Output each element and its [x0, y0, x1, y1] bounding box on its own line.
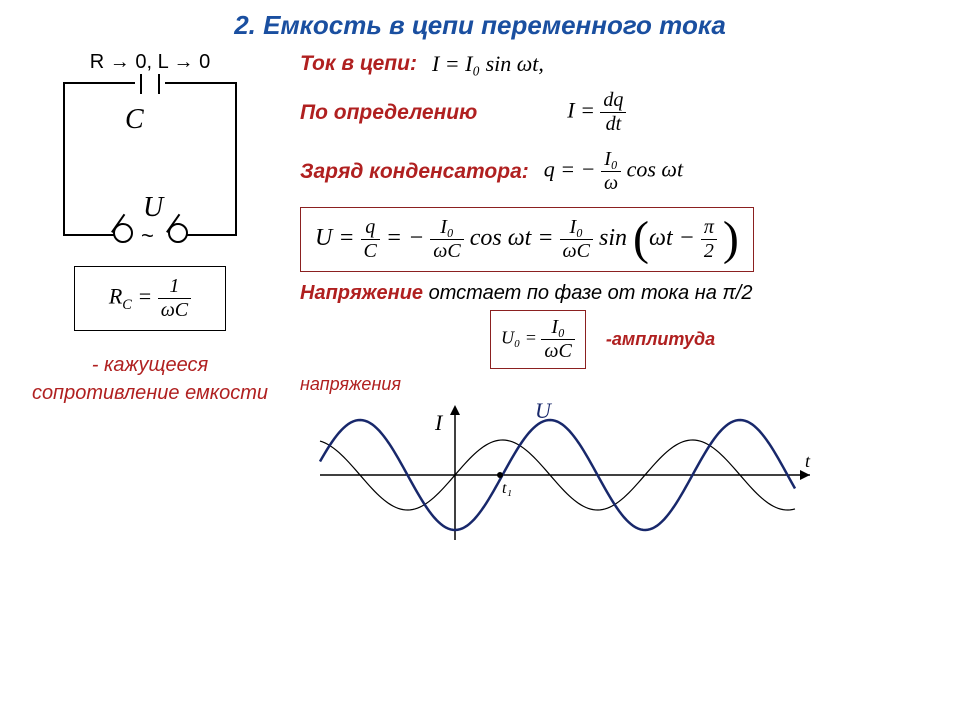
definition-formula: I = dqdt	[567, 89, 626, 136]
current-formula: I = I₀ sin ωt,	[432, 51, 544, 77]
voltage-label-u: U	[143, 192, 163, 224]
rc-formula-box: RC = 1ωC	[74, 266, 226, 331]
current-label: Ток в цепи:	[300, 52, 417, 76]
svg-text:U: U	[535, 400, 553, 423]
voltage-formula-box: U = qC = − I₀ωC cos ωt = I₀ωC sin (ωt − …	[300, 207, 754, 272]
charge-formula: q = − I₀ω cos ωt	[544, 148, 683, 195]
svg-text:t₁: t₁	[502, 480, 512, 497]
left-column: R → 0, L → 0 C U ~ RC = 1ωC - кажущееся …	[20, 51, 280, 550]
voltage-amplitude-sublabel: напряжения	[300, 374, 940, 395]
capacitor-label: C	[125, 104, 144, 136]
phase-statement: Напряжение отстает по фазе от тока на π/…	[300, 282, 940, 305]
right-column: Ток в цепи: I = I₀ sin ωt, По определени…	[300, 51, 940, 550]
amplitude-label: -амплитуда	[606, 329, 715, 350]
circuit-diagram: C U ~	[63, 82, 237, 236]
ac-symbol: ~	[141, 223, 154, 249]
definition-label: По определению	[300, 101, 477, 125]
apparent-resistance-label: - кажущееся сопротивление емкости	[20, 351, 280, 407]
phase-chart: I Ut₁ t	[300, 400, 820, 550]
charge-label: Заряд конденсатора:	[300, 160, 529, 184]
assumption-text: R → 0, L → 0	[20, 51, 280, 74]
u0-formula-box: U₀ = I₀ωC	[490, 310, 586, 369]
page-title: 2. Емкость в цепи переменного тока	[20, 10, 940, 41]
svg-text:I: I	[434, 410, 444, 435]
svg-text:t: t	[805, 451, 811, 471]
